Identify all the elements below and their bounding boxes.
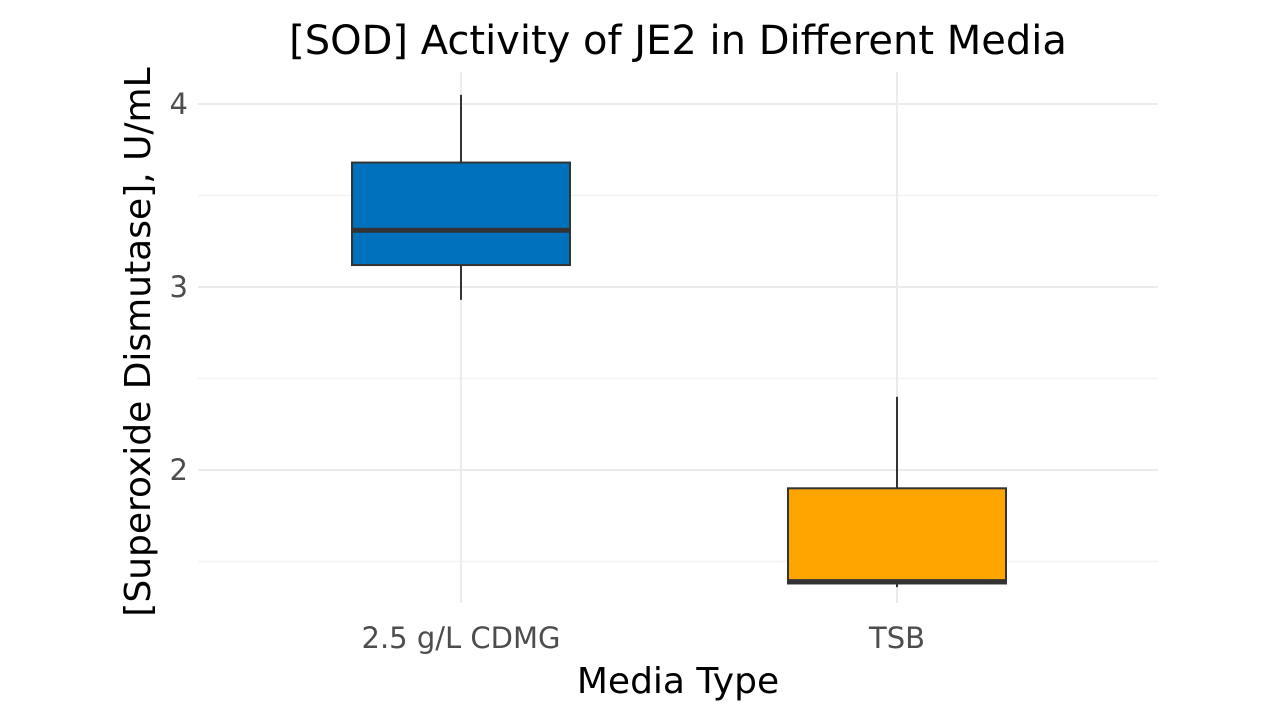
y-tick-label-1: 3	[170, 270, 188, 304]
x-axis-title: Media Type	[577, 661, 779, 702]
box-body-1	[787, 487, 1007, 585]
x-tick-label-0: 2.5 g/L CDMG	[362, 621, 561, 655]
y-tick-label-2: 4	[170, 87, 188, 121]
box-series	[351, 94, 1007, 588]
x-tick-label-1: TSB	[868, 621, 925, 655]
chart-title: [SOD] Activity of JE2 in Different Media	[289, 18, 1067, 64]
grid-lines	[198, 72, 1158, 603]
y-axis-title: [Superoxide Dismutase], U/mL	[118, 67, 159, 616]
box-group-0	[351, 94, 571, 300]
box-body-0	[351, 161, 571, 267]
tick-labels: 2 3 4 2.5 g/L CDMG TSB	[170, 87, 925, 655]
box-group-1	[787, 396, 1007, 588]
y-tick-label-0: 2	[170, 453, 188, 487]
